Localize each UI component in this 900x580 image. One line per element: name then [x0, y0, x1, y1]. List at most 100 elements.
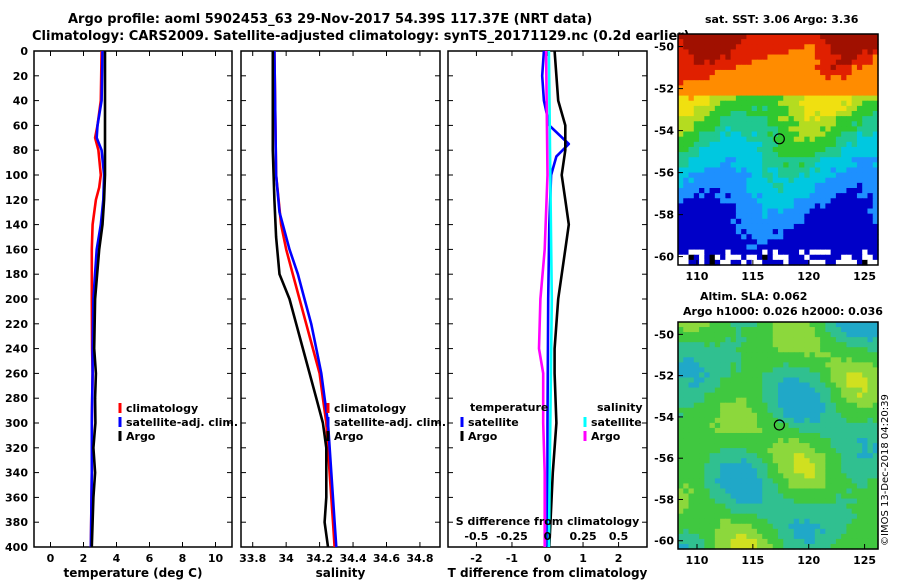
map-pixel — [699, 90, 705, 97]
depth-tick-label: 180 — [5, 268, 28, 281]
map-pixel — [756, 167, 763, 174]
map-pixel — [851, 177, 858, 184]
map-pixel — [799, 121, 805, 127]
map-pixel — [735, 49, 742, 56]
map-pixel — [793, 533, 800, 540]
map-pixel — [814, 95, 821, 102]
map-pixel — [835, 473, 842, 479]
map-pixel — [746, 448, 753, 454]
depth-tick-label: 20 — [13, 70, 29, 83]
map-pixel — [820, 367, 826, 374]
map-pixel — [846, 377, 853, 384]
map-pixel — [867, 382, 874, 389]
map-pixel — [814, 422, 821, 429]
map-pixel — [730, 463, 737, 469]
map-pixel — [846, 337, 853, 343]
map-pixel — [746, 34, 753, 40]
map-pixel — [809, 483, 816, 490]
map-pixel — [756, 244, 763, 251]
map-pixel — [678, 254, 684, 261]
map-pixel — [688, 34, 695, 40]
map-pixel — [725, 458, 732, 464]
map-pixel — [804, 105, 811, 112]
map-pixel — [709, 136, 716, 143]
map-pixel — [762, 483, 769, 490]
map-pixel — [835, 417, 842, 424]
map-pixel — [846, 397, 853, 404]
map-pixel — [735, 322, 742, 328]
map-pixel — [820, 483, 826, 490]
map-pixel — [856, 483, 863, 490]
map-pixel — [725, 417, 732, 424]
map-pixel — [693, 59, 700, 66]
map-pixel — [762, 126, 769, 133]
map-pixel — [714, 443, 721, 449]
map-pixel — [704, 121, 711, 127]
map-pixel — [756, 342, 763, 348]
map-lat-label: -60 — [654, 535, 674, 548]
map-pixel — [741, 95, 748, 102]
map-pixel — [851, 188, 858, 194]
map-pixel — [693, 412, 700, 419]
map-pixel — [725, 39, 732, 45]
map-pixel — [751, 342, 758, 348]
map-pixel — [741, 177, 748, 184]
map-pixel — [793, 513, 800, 520]
map-pixel — [746, 538, 753, 545]
map-pixel — [762, 167, 769, 174]
map-pixel — [693, 448, 700, 454]
map-pixel — [788, 518, 795, 525]
map-pixel — [699, 513, 705, 520]
map-pixel — [820, 177, 826, 184]
map-pixel — [851, 427, 858, 434]
map-pixel — [730, 422, 737, 429]
map-pixel — [799, 234, 805, 240]
map-pixel — [830, 332, 837, 338]
map-pixel — [814, 213, 821, 220]
map-pixel — [851, 218, 858, 225]
map-pixel — [778, 337, 784, 343]
map-pixel — [799, 85, 805, 92]
map-pixel — [688, 533, 695, 540]
map-pixel — [678, 44, 684, 50]
map-pixel — [709, 95, 716, 102]
map-pixel — [751, 116, 758, 122]
map-pixel — [830, 105, 837, 112]
map-pixel — [793, 157, 800, 163]
map-pixel — [772, 538, 779, 545]
map-pixel — [856, 488, 863, 495]
map-pixel — [867, 223, 874, 230]
depth-tick-label: 0 — [20, 45, 28, 58]
map-pixel — [867, 417, 874, 424]
map-pixel — [793, 111, 800, 117]
map-pixel — [720, 337, 726, 343]
map-pixel — [699, 218, 705, 225]
map-pixel — [783, 208, 790, 215]
map-pixel — [699, 543, 705, 550]
map-pixel — [683, 538, 690, 545]
map-pixel — [772, 167, 779, 174]
map-pixel — [741, 259, 748, 266]
map-pixel — [772, 80, 779, 86]
map-pixel — [872, 503, 879, 510]
map-pixel — [804, 152, 811, 158]
map-pixel — [825, 131, 832, 138]
map-pixel — [751, 80, 758, 86]
map-pixel — [730, 172, 737, 179]
map-pixel — [872, 44, 879, 50]
map-pixel — [741, 80, 748, 86]
map-pixel — [709, 362, 716, 368]
map-pixel — [799, 131, 805, 138]
map-pixel — [746, 100, 753, 107]
map-pixel — [741, 523, 748, 530]
map-pixel — [846, 448, 853, 454]
map-pixel — [793, 146, 800, 153]
map-pixel — [809, 188, 816, 194]
map-pixel — [825, 387, 832, 394]
map-pixel — [820, 131, 826, 138]
map-pixel — [683, 59, 690, 66]
map-pixel — [783, 100, 790, 107]
map-pixel — [846, 239, 853, 246]
map-pixel — [788, 54, 795, 61]
map-pixel — [841, 463, 848, 469]
